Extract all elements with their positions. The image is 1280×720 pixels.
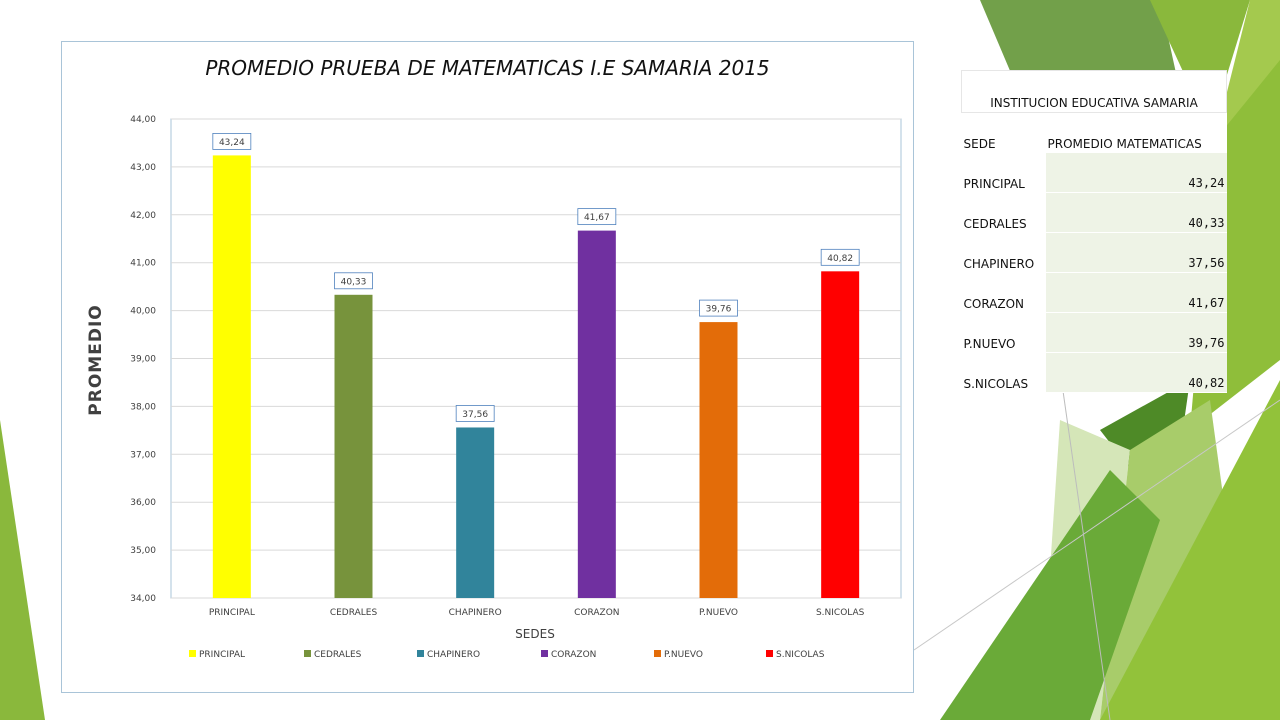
- data-label-box: [820, 248, 860, 266]
- table-cell-promedio: 41,67: [1045, 272, 1227, 313]
- y-tick-label: 35,00: [130, 546, 156, 556]
- data-label-box: [212, 133, 252, 150]
- legend-swatch: [654, 650, 661, 657]
- legend-label: CEDRALES: [314, 650, 362, 660]
- x-axis-title: SEDES: [515, 627, 555, 641]
- y-tick-label: 39,00: [130, 355, 156, 365]
- legend-label: CHAPINERO: [427, 650, 480, 660]
- y-tick-label: 44,00: [130, 115, 156, 125]
- legend-swatch: [304, 650, 311, 657]
- bar: [456, 427, 495, 598]
- table-header-sede: SEDE: [961, 112, 1046, 153]
- data-table: INSTITUCION EDUCATIVA SAMARIA SEDE PROME…: [961, 70, 1227, 393]
- table-row: PRINCIPAL 43,24: [961, 152, 1227, 193]
- table-row: CORAZON 41,67: [961, 272, 1227, 313]
- table-row: P.NUEVO 39,76: [961, 312, 1227, 353]
- table-title: INSTITUCION EDUCATIVA SAMARIA: [961, 70, 1227, 113]
- data-label: 43,24: [219, 138, 245, 148]
- bar: [577, 230, 616, 598]
- table-cell-promedio: 37,56: [1045, 232, 1227, 273]
- bar: [334, 294, 373, 598]
- y-tick-label: 34,00: [130, 594, 156, 604]
- y-tick-label: 38,00: [130, 402, 156, 412]
- bar: [212, 155, 251, 599]
- legend-swatch: [189, 650, 196, 657]
- legend-label: PRINCIPAL: [199, 650, 245, 660]
- table-row: S.NICOLAS 40,82: [961, 352, 1227, 393]
- table-row: CHAPINERO 37,56: [961, 232, 1227, 273]
- table-cell-sede: CHAPINERO: [961, 232, 1046, 273]
- data-label: 40,33: [341, 277, 367, 287]
- table-header-promedio: PROMEDIO MATEMATICAS: [1045, 112, 1227, 153]
- y-axis-title: PROMEDIO: [86, 304, 106, 415]
- data-label-box: [334, 272, 373, 290]
- legend-swatch: [766, 650, 773, 657]
- data-label: 37,56: [462, 410, 488, 420]
- chart-title: PROMEDIO PRUEBA DE MATEMATICAS I.E SAMAR…: [205, 56, 770, 80]
- table-cell-sede: P.NUEVO: [961, 312, 1046, 353]
- data-label-box: [577, 208, 617, 226]
- table-cell-sede: CEDRALES: [961, 192, 1046, 233]
- x-tick-label: CEDRALES: [330, 608, 378, 618]
- table-cell-sede: CORAZON: [961, 272, 1046, 313]
- legend-swatch: [417, 650, 424, 657]
- bar: [821, 271, 860, 598]
- y-tick-label: 36,00: [130, 498, 156, 508]
- table-cell-sede: PRINCIPAL: [961, 152, 1046, 193]
- y-tick-label: 43,00: [130, 163, 156, 173]
- x-tick-label: PRINCIPAL: [209, 608, 255, 618]
- table-cell-promedio: 43,24: [1045, 152, 1227, 193]
- y-tick-label: 37,00: [130, 450, 156, 460]
- data-label-box: [455, 405, 495, 422]
- x-tick-label: CORAZON: [574, 608, 619, 618]
- data-label: 40,82: [827, 254, 853, 264]
- data-label-box: [699, 299, 738, 317]
- table-row: CEDRALES 40,33: [961, 192, 1227, 233]
- legend-label: P.NUEVO: [664, 650, 703, 660]
- table-cell-promedio: 39,76: [1045, 312, 1227, 353]
- y-tick-label: 41,00: [130, 259, 156, 269]
- y-tick-label: 42,00: [130, 211, 156, 221]
- x-tick-label: P.NUEVO: [699, 608, 738, 618]
- table-cell-promedio: 40,33: [1045, 192, 1227, 233]
- data-label: 41,67: [584, 213, 610, 223]
- table-cell-sede: S.NICOLAS: [961, 352, 1046, 393]
- legend-label: CORAZON: [551, 650, 596, 660]
- x-tick-label: S.NICOLAS: [816, 608, 865, 618]
- y-tick-label: 40,00: [130, 307, 156, 317]
- x-tick-label: CHAPINERO: [449, 608, 502, 618]
- data-label: 39,76: [706, 305, 732, 315]
- legend-swatch: [541, 650, 548, 657]
- legend-label: S.NICOLAS: [776, 650, 825, 660]
- bar: [699, 322, 738, 598]
- table-cell-promedio: 40,82: [1045, 352, 1227, 393]
